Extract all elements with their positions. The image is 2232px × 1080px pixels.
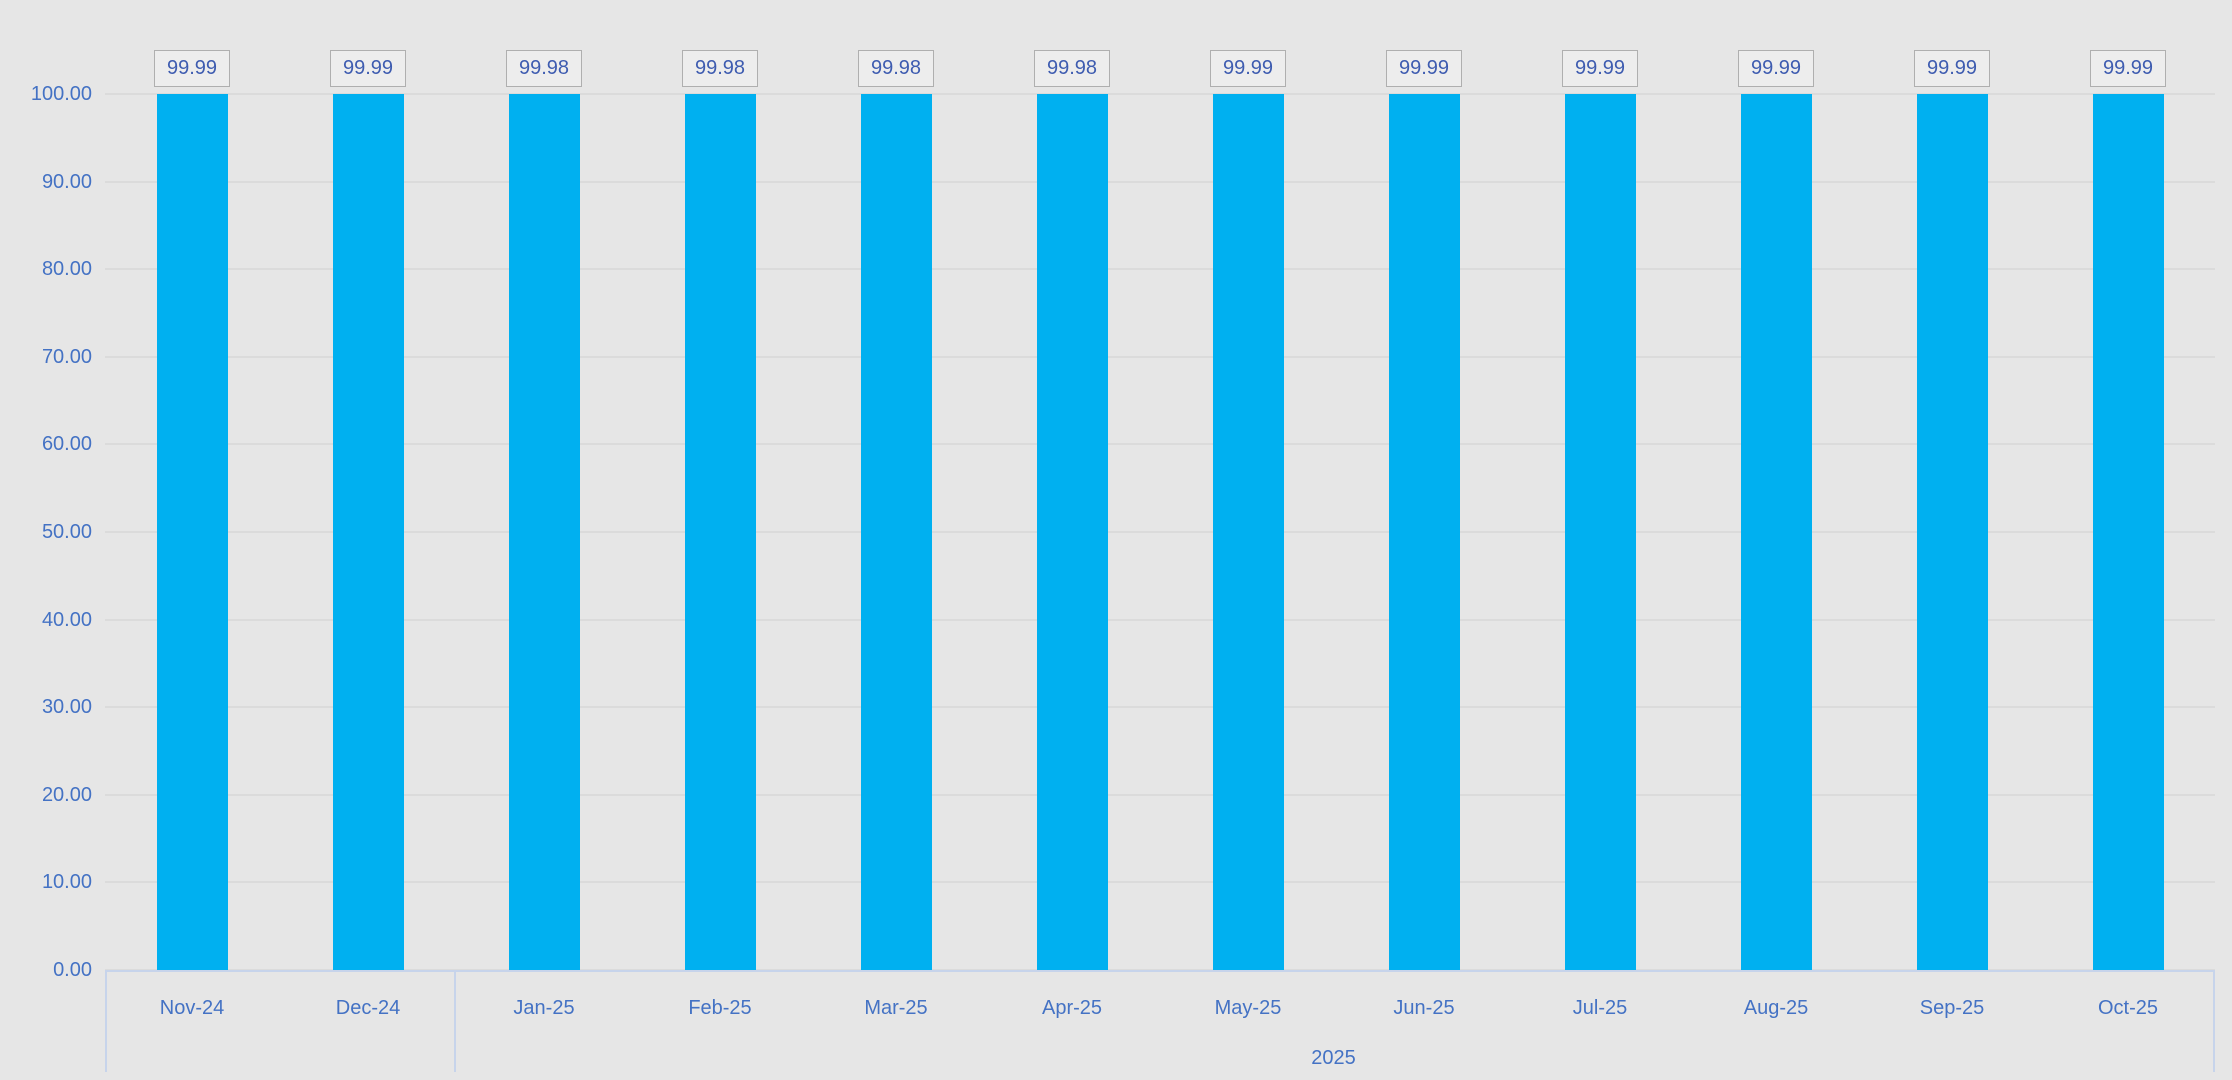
x-axis-category-label: Jul-25 [1572,997,1628,1019]
gridline [105,531,2215,533]
x-axis-category-label: Nov-24 [159,997,225,1019]
data-label-jul-25[interactable]: 99.99 [1562,50,1638,88]
y-axis-tick-label: 60.00 [41,433,92,456]
x-axis-category-label: Sep-25 [1919,997,1985,1019]
gridline [105,93,2215,95]
bar-apr-25[interactable] [1036,94,1108,970]
data-label-sep-25[interactable]: 99.99 [1914,50,1990,88]
y-axis-tick-label: 100.00 [30,83,92,105]
bar-aug-25[interactable] [1740,94,1812,970]
bar-jun-25[interactable] [1388,94,1460,970]
bar-jul-25[interactable] [1564,94,1636,970]
data-label-jan-25[interactable]: 99.98 [506,50,582,88]
y-axis-tick-label: 90.00 [41,170,92,193]
y-axis-tick-label: 30.00 [41,696,92,719]
year-group-separator [2213,970,2215,1072]
gridline [105,618,2215,621]
data-label-oct-25[interactable]: 99.99 [2090,50,2166,88]
year-group-separator [454,970,456,1072]
year-group-label: 2025 [1311,1047,1356,1069]
x-axis-category-label: Dec-24 [335,997,401,1019]
data-label-mar-25[interactable]: 99.98 [858,50,934,88]
y-axis-tick-label: 40.00 [41,608,92,631]
bar-may-25[interactable] [1212,94,1284,970]
data-label-feb-25[interactable]: 99.98 [682,50,758,88]
y-axis-tick-label: 70.00 [41,345,92,368]
x-axis-category-label: Mar-25 [864,997,928,1019]
x-axis-category-label: Oct-25 [2097,997,2159,1019]
bar-feb-25[interactable] [684,94,756,970]
x-axis-category-label: Apr-25 [1041,997,1103,1019]
x-axis-category-label: Jun-25 [1393,997,1455,1019]
data-label-nov-24[interactable]: 99.99 [154,50,230,88]
bar-jan-25[interactable] [508,94,580,970]
bar-dec-24[interactable] [332,94,404,970]
data-label-may-25[interactable]: 99.99 [1210,50,1286,88]
year-group-separator [105,970,107,1072]
gridline [105,881,2215,884]
gridline [105,180,2215,183]
gridline [105,443,2215,446]
x-axis-category-label: May-25 [1214,997,1282,1019]
x-axis-category-label: Feb-25 [688,997,752,1019]
y-axis-tick-label: 10.00 [41,871,92,894]
data-label-apr-25[interactable]: 99.98 [1034,50,1110,88]
y-axis-tick-label: 50.00 [41,521,92,543]
x-axis-line [105,970,2213,972]
gridline [105,706,2215,709]
gridline [105,793,2215,796]
x-axis-category-label: Aug-25 [1743,997,1809,1019]
data-label-aug-25[interactable]: 99.99 [1738,50,1814,88]
y-axis-tick-label: 80.00 [41,258,92,281]
gridline [105,268,2215,271]
bar-oct-25[interactable] [2092,94,2164,970]
data-label-dec-24[interactable]: 99.99 [330,50,406,88]
y-axis-tick-label: 20.00 [41,783,92,806]
data-label-jun-25[interactable]: 99.99 [1386,50,1462,88]
y-axis-tick-label: 0.00 [53,959,92,981]
bar-mar-25[interactable] [860,94,932,970]
bar-sep-25[interactable] [1916,94,1988,970]
bar-nov-24[interactable] [156,94,228,970]
x-axis-category-label: Jan-25 [513,997,575,1019]
gridline [105,355,2215,358]
